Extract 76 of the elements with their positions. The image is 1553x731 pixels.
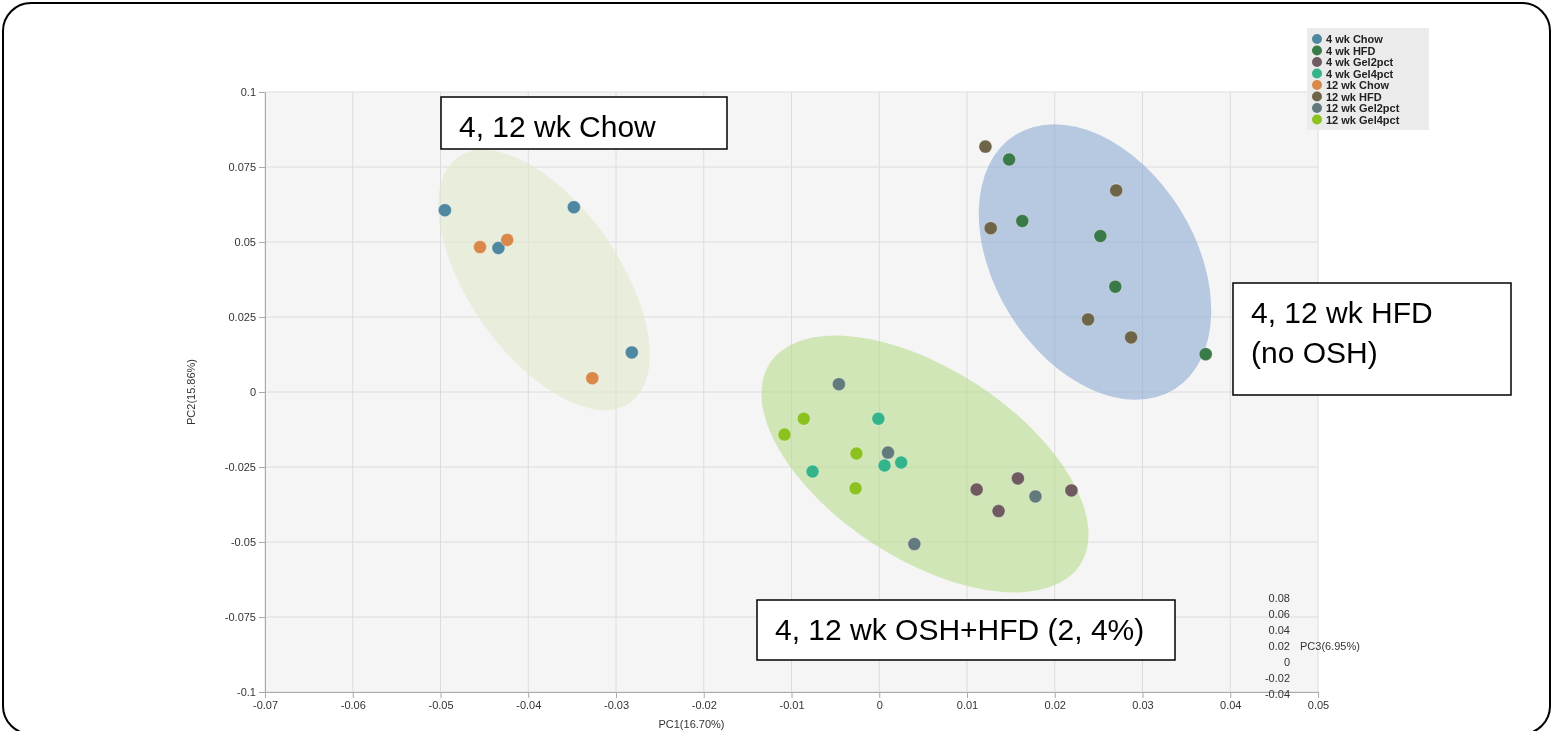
x-tick-label: -0.03 <box>603 698 630 711</box>
legend-label: 12 wk Chow <box>1326 79 1390 91</box>
y-tick-label: -0.025 <box>224 461 256 474</box>
x-tick-label: 0.03 <box>1132 698 1154 711</box>
x-tick-label: 0 <box>876 698 883 711</box>
x-tick-label: -0.04 <box>516 698 542 711</box>
point <box>1124 330 1138 345</box>
point <box>1081 312 1095 327</box>
point <box>881 445 895 460</box>
annotation: 0.02 <box>1268 640 1290 652</box>
point <box>566 200 581 215</box>
point <box>1108 279 1123 294</box>
annotation: -0.04 <box>1264 688 1290 700</box>
point <box>907 537 922 551</box>
point <box>585 371 600 386</box>
point <box>871 411 886 426</box>
point <box>1011 471 1025 486</box>
y-tick-label: 0.025 <box>228 311 256 324</box>
legend-label: 12 wk HFD <box>1326 90 1382 103</box>
point <box>983 221 998 236</box>
annotation: 4, 12 wk OSH+HFD (2, 4%) <box>775 613 1145 646</box>
y-tick-label: -0.1 <box>237 686 256 699</box>
point <box>991 504 1006 518</box>
point <box>1198 347 1213 362</box>
x-tick-label: 0.04 <box>1220 698 1242 711</box>
legend-label: 4 wk Gel2pct <box>1326 56 1394 68</box>
x-tick-label: -0.06 <box>340 698 366 711</box>
y-tick-label: 0.05 <box>234 236 256 249</box>
annotation: 0.04 <box>1268 624 1290 636</box>
point <box>894 455 909 470</box>
x-tick-label: 0.05 <box>1307 698 1330 711</box>
point <box>805 464 820 479</box>
y-tick-label: 0.1 <box>240 86 256 99</box>
point <box>1015 214 1030 228</box>
x-tick-label: -0.07 <box>252 698 279 711</box>
annotation: 4, 12 wk HFD (no OSH) <box>1251 296 1433 369</box>
x-tick-label: 0.01 <box>956 698 979 711</box>
y2-axis-title: PC3(6.95%) <box>1300 640 1360 652</box>
point <box>848 481 863 496</box>
point <box>1093 229 1108 243</box>
point <box>437 203 452 218</box>
point <box>831 377 846 392</box>
point <box>877 458 892 473</box>
x-tick-label: 0.02 <box>1044 698 1066 711</box>
annotation: 0.06 <box>1268 608 1290 620</box>
annotation: 0 <box>1283 656 1290 668</box>
annotation: -0.02 <box>1264 672 1290 684</box>
point <box>624 345 639 360</box>
y-axis-title: PC2(15.86%) <box>185 358 197 426</box>
point <box>1002 152 1017 167</box>
point <box>849 446 864 461</box>
legend-label: 4 wk Chow <box>1326 33 1384 45</box>
x-tick-label: -0.01 <box>779 698 805 711</box>
y-tick-label: 0.075 <box>228 161 256 174</box>
point <box>796 411 811 426</box>
y-tick-label: -0.05 <box>230 536 256 549</box>
point <box>500 233 515 247</box>
point <box>1064 483 1079 498</box>
legend-label: 4 wk Gel4pct <box>1326 67 1394 80</box>
point <box>491 241 506 255</box>
point <box>473 240 487 254</box>
point <box>1109 183 1124 198</box>
annotation: 4, 12 wk Chow <box>459 110 657 143</box>
legend-label: 12 wk Gel2pct <box>1326 102 1400 114</box>
point <box>1028 489 1043 504</box>
point <box>978 139 993 154</box>
point <box>969 482 984 497</box>
y-tick-label: 0 <box>249 386 256 399</box>
legend-label: 12 wk Gel4pct <box>1326 113 1400 126</box>
point <box>777 427 792 442</box>
legend-label: 4 wk HFD <box>1326 44 1376 57</box>
y-tick-label: -0.075 <box>224 611 256 624</box>
annotation: 0.08 <box>1268 592 1290 604</box>
x-tick-label: -0.02 <box>691 698 717 711</box>
x-axis-title: PC1(16.70%) <box>658 718 725 730</box>
x-tick-label: -0.05 <box>428 698 454 711</box>
